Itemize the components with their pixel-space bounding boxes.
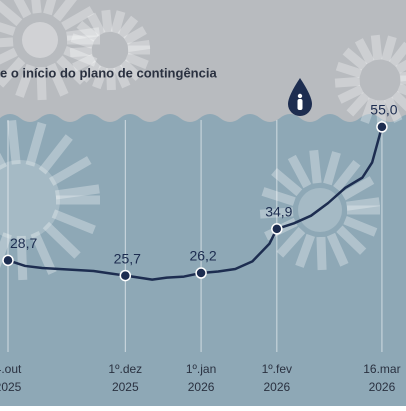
decor-ray [0, 0, 23, 27]
decor-ray [61, 6, 95, 31]
x-tick-label: 16.mar [363, 362, 400, 376]
x-tick-label: 2025 [0, 380, 22, 394]
decor-ray [343, 215, 378, 237]
decor-ray [72, 53, 96, 72]
decor-ray [333, 159, 361, 192]
x-tick-label: 4.out [0, 362, 22, 376]
decor-ray [76, 20, 100, 42]
decor-ray [335, 61, 363, 79]
point [271, 223, 283, 235]
decor-ray [346, 197, 381, 211]
decor-ray [7, 119, 21, 165]
x-tick-label: 2026 [369, 380, 396, 394]
decor-ray [384, 96, 403, 123]
decor-ray [316, 236, 327, 271]
person-icon [297, 99, 303, 110]
x-tick-label: 2026 [188, 380, 215, 394]
decor-ray [101, 9, 113, 33]
decor-ray [341, 176, 375, 201]
x-tick-label: 2026 [263, 380, 290, 394]
decor-ray [309, 149, 322, 184]
decor-ray [56, 55, 87, 85]
decor-ray [92, 65, 109, 90]
value-label: 34,9 [265, 204, 292, 220]
decor-ray [87, 12, 106, 37]
decor-ray [30, 231, 57, 275]
subtitle: e o início do plano de contingência [0, 65, 217, 80]
decor-ray [69, 46, 93, 58]
point [195, 267, 207, 279]
person-icon [297, 93, 303, 99]
decor-ray [25, 121, 47, 167]
decor-ray [117, 15, 139, 39]
value-label: 55,0 [370, 102, 397, 118]
decor-ray [119, 59, 142, 82]
decor-ray [66, 27, 101, 41]
decor-ray [395, 59, 406, 74]
decor-ray [42, 221, 81, 259]
decor-ray [295, 233, 315, 268]
decor-rays [0, 0, 406, 281]
decor-ray [0, 57, 26, 88]
decor-ray [399, 71, 406, 82]
decor-ray [63, 45, 98, 67]
decor-ray [337, 84, 364, 104]
decor-ray [55, 184, 100, 200]
decor-ray [391, 90, 406, 112]
decor-ray [36, 66, 47, 101]
value-label: 26,2 [189, 248, 216, 264]
decor-ray [326, 232, 349, 267]
decor-ray [31, 0, 42, 14]
decor-ray [323, 151, 341, 186]
decor-ray [15, 63, 35, 98]
decor-ray [360, 97, 378, 124]
decor-ray [342, 47, 368, 71]
decor-ray [376, 100, 387, 126]
point [119, 269, 132, 282]
decor-ray [110, 10, 126, 34]
decor-ray [334, 76, 361, 88]
decor-ray [287, 154, 312, 189]
x-tick-label: 1º.dez [108, 362, 142, 376]
decor-ray [113, 64, 131, 89]
decor-ray [127, 39, 151, 52]
decor-ray [0, 22, 16, 36]
decor-ray [51, 209, 96, 235]
decor-ray [336, 225, 367, 255]
decor-ray [381, 35, 397, 62]
decor-ray [43, 0, 57, 16]
decor-ray [346, 92, 370, 117]
decor-ray [106, 67, 116, 91]
water [0, 114, 406, 406]
x-tick-label: 2025 [112, 380, 139, 394]
decor-ray [13, 0, 32, 19]
x-tick-label: 1º.jan [186, 362, 216, 376]
decor-ray [123, 26, 147, 45]
value-label: 25,7 [114, 250, 141, 266]
decor-ray [79, 60, 102, 83]
decor-ray [354, 38, 375, 65]
decor-ray [276, 227, 306, 258]
decor-ray [0, 232, 12, 269]
decor-ray [0, 37, 14, 48]
decor-ray [370, 34, 383, 61]
decor-ray [271, 167, 303, 197]
decor-ray [125, 52, 149, 70]
point [376, 121, 388, 133]
point [2, 254, 14, 267]
decor-ray [16, 235, 28, 281]
decor-ray [70, 33, 95, 49]
decor-ray [397, 83, 406, 96]
decor-ray [261, 187, 296, 206]
x-tick-label: 1º.fev [262, 362, 292, 376]
decor-ray [38, 134, 73, 175]
decor-ray [0, 47, 18, 65]
value-label: 28,7 [10, 235, 37, 251]
decor-ray [48, 156, 92, 186]
decor-ray [53, 0, 77, 22]
decor-ray [46, 62, 69, 97]
decor-ray [388, 41, 406, 67]
